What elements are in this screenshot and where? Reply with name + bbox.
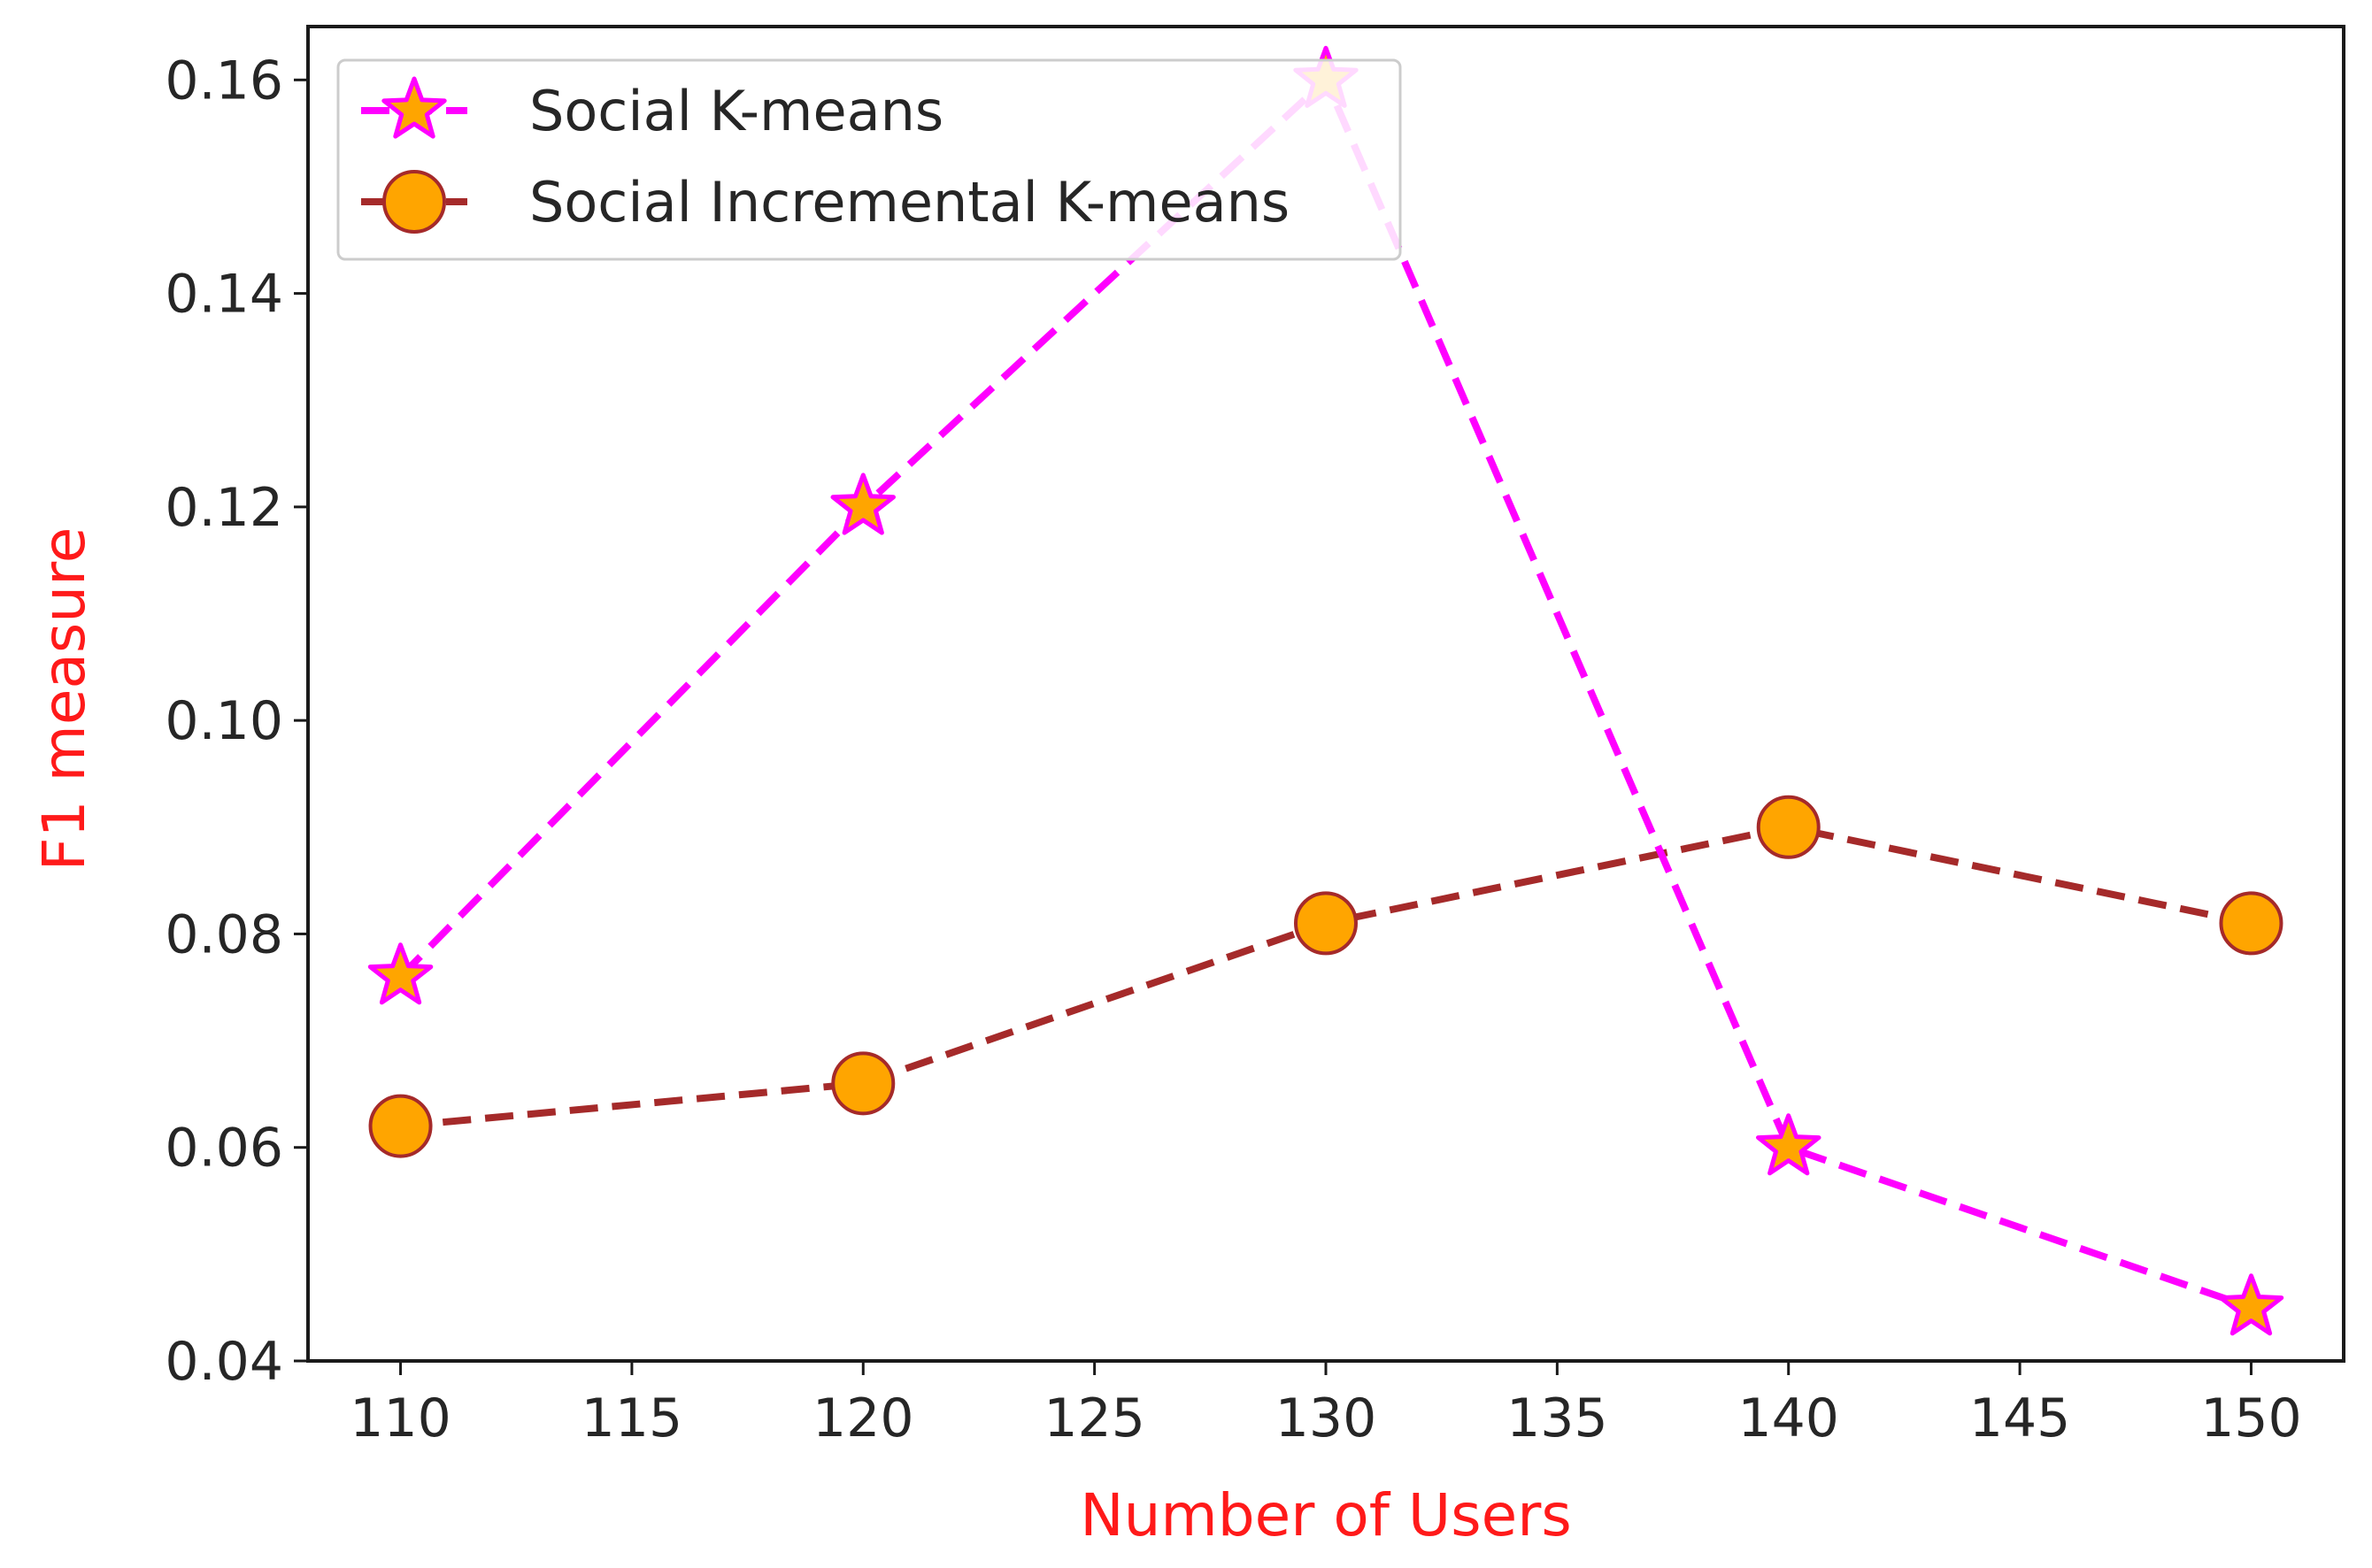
y-tick-label: 0.08 — [165, 903, 283, 965]
x-tick-label: 115 — [581, 1387, 683, 1449]
x-tick-label: 110 — [350, 1387, 451, 1449]
x-axis-ticks: 110 115 120 125 130 135 140 145 150 — [350, 1361, 2302, 1449]
x-tick-label: 150 — [2200, 1387, 2302, 1449]
y-tick-label: 0.06 — [165, 1118, 283, 1180]
legend-marker-social-incremental-k-means — [382, 170, 446, 234]
x-tick-label: 145 — [1969, 1387, 2071, 1449]
x-tick-label: 125 — [1044, 1387, 1145, 1449]
y-axis-ticks: 0.04 0.06 0.08 0.10 0.12 0.14 0.16 — [165, 50, 308, 1393]
data-point-social-k-means — [1756, 1113, 1821, 1176]
x-tick-label: 120 — [812, 1387, 914, 1449]
data-point-social-k-means — [367, 942, 434, 1005]
x-tick-label: 135 — [1506, 1387, 1608, 1449]
legend-box — [336, 58, 1402, 261]
y-tick-label: 0.04 — [165, 1331, 283, 1393]
series-social-incremental-k-means — [368, 795, 2283, 1158]
data-point-social-incremental-k-means — [1294, 891, 1358, 956]
y-tick-label: 0.12 — [165, 477, 283, 539]
data-point-social-k-means — [2218, 1273, 2284, 1336]
x-axis-label: Number of Users — [1080, 1481, 1572, 1549]
y-tick-label: 0.16 — [165, 50, 283, 111]
legend-marker-social-k-means — [381, 76, 447, 139]
data-point-social-incremental-k-means — [368, 1094, 433, 1158]
data-point-social-incremental-k-means — [1756, 795, 1821, 859]
legend-label-social-k-means: Social K-means — [529, 79, 943, 143]
data-point-social-k-means — [830, 473, 896, 535]
x-tick-label: 140 — [1737, 1387, 1839, 1449]
y-tick-label: 0.10 — [165, 690, 283, 752]
legend: Social K-means Social Incremental K-means — [336, 58, 1402, 261]
y-axis-label: F1 measure — [30, 527, 98, 872]
y-tick-label: 0.14 — [165, 264, 283, 326]
data-point-social-incremental-k-means — [831, 1051, 896, 1116]
legend-items: Social K-means Social Incremental K-means — [361, 76, 1290, 234]
data-point-social-incremental-k-means — [2219, 891, 2283, 956]
legend-label-social-incremental-k-means: Social Incremental K-means — [529, 170, 1290, 234]
x-tick-label: 130 — [1275, 1387, 1377, 1449]
